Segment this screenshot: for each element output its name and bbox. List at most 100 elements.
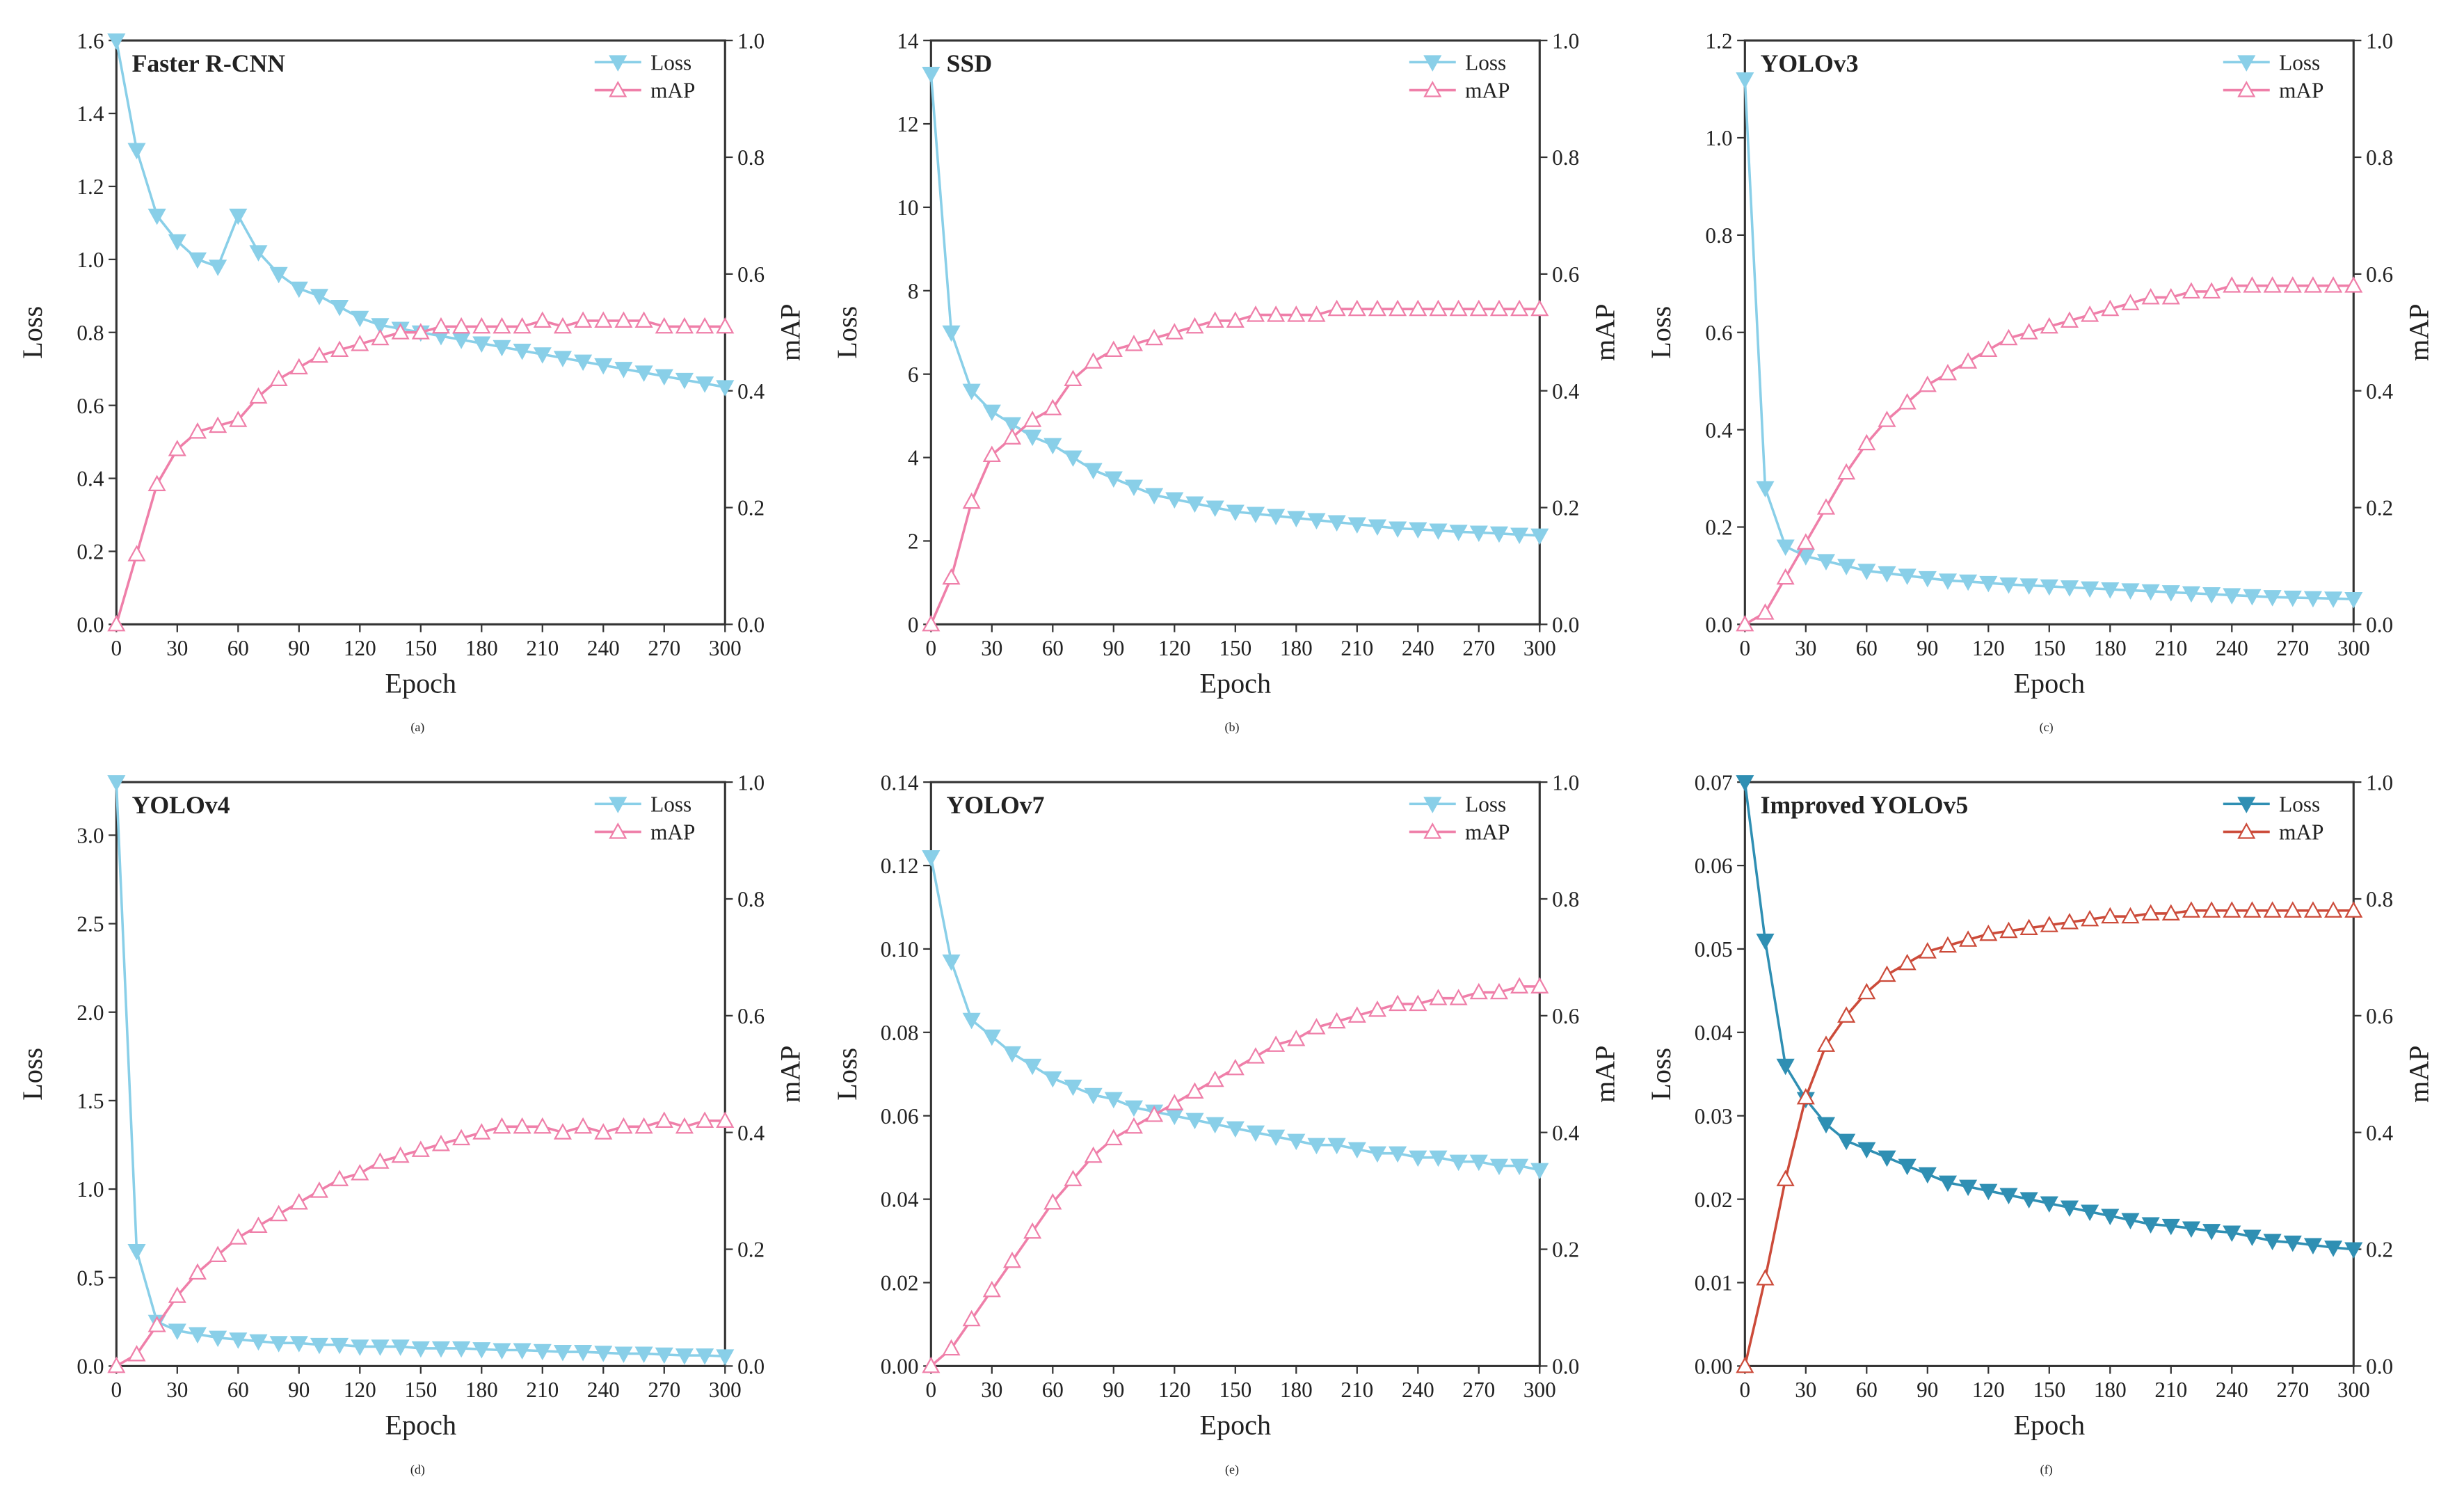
svg-text:210: 210 (2155, 1378, 2188, 1402)
svg-text:1.2: 1.2 (1706, 29, 1733, 53)
svg-text:0.00: 0.00 (880, 1355, 918, 1379)
svg-text:Epoch: Epoch (385, 668, 456, 699)
svg-text:0.06: 0.06 (1695, 854, 1733, 878)
svg-text:0: 0 (1740, 636, 1751, 660)
svg-text:mAP: mAP (2403, 303, 2435, 361)
svg-text:0.6: 0.6 (1706, 321, 1733, 345)
svg-text:0.6: 0.6 (737, 262, 765, 287)
svg-text:0.4: 0.4 (2366, 1121, 2393, 1145)
svg-text:120: 120 (1158, 636, 1191, 660)
svg-text:Loss: Loss (2279, 792, 2320, 817)
chart-f: 03060901201501802102402703000.000.010.02… (1642, 756, 2450, 1458)
svg-text:300: 300 (709, 1378, 742, 1402)
sublabel-c: (c) (2040, 720, 2054, 735)
svg-text:150: 150 (1219, 1378, 1251, 1402)
chart-panel-d: 03060901201501802102402703000.00.51.01.5… (14, 756, 822, 1476)
svg-text:0.12: 0.12 (880, 854, 918, 878)
svg-text:270: 270 (2277, 1378, 2310, 1402)
svg-text:120: 120 (1972, 1378, 2005, 1402)
chart-panel-b: 0306090120150180210240270300024681012140… (829, 14, 1636, 735)
svg-text:0.0: 0.0 (1552, 1355, 1579, 1379)
svg-text:90: 90 (1103, 636, 1124, 660)
svg-text:0.2: 0.2 (737, 496, 765, 520)
svg-text:90: 90 (1103, 1378, 1124, 1402)
svg-text:0.2: 0.2 (2366, 1238, 2393, 1262)
svg-text:90: 90 (1917, 636, 1939, 660)
svg-text:0.06: 0.06 (880, 1104, 918, 1129)
chart-c: 03060901201501802102402703000.00.20.40.6… (1642, 14, 2450, 716)
chart-panel-c: 03060901201501802102402703000.00.20.40.6… (1642, 14, 2450, 735)
svg-text:0.6: 0.6 (737, 1004, 765, 1028)
svg-text:0.10: 0.10 (880, 937, 918, 962)
svg-text:Epoch: Epoch (2014, 668, 2086, 699)
svg-text:0.4: 0.4 (1706, 418, 1733, 442)
chart-b: 0306090120150180210240270300024681012140… (829, 14, 1636, 716)
svg-text:Loss: Loss (17, 1048, 48, 1101)
svg-text:120: 120 (344, 1378, 376, 1402)
svg-text:30: 30 (981, 1378, 1002, 1402)
svg-text:0: 0 (111, 636, 122, 660)
svg-text:180: 180 (2094, 636, 2127, 660)
svg-text:240: 240 (1402, 636, 1434, 660)
svg-text:60: 60 (227, 1378, 249, 1402)
svg-text:0.6: 0.6 (2366, 1004, 2393, 1028)
svg-text:270: 270 (1462, 1378, 1495, 1402)
svg-text:300: 300 (2337, 636, 2370, 660)
svg-text:240: 240 (587, 1378, 620, 1402)
svg-text:1.4: 1.4 (77, 102, 104, 126)
svg-text:0.0: 0.0 (2366, 1355, 2393, 1379)
svg-text:0.4: 0.4 (1552, 1121, 1579, 1145)
svg-text:210: 210 (1341, 1378, 1373, 1402)
svg-text:1.0: 1.0 (2366, 771, 2393, 795)
svg-text:0.08: 0.08 (880, 1021, 918, 1045)
svg-text:180: 180 (2094, 1378, 2127, 1402)
svg-text:Loss: Loss (1646, 1048, 1677, 1101)
svg-text:14: 14 (897, 29, 919, 53)
svg-text:0.2: 0.2 (2366, 496, 2393, 520)
svg-text:240: 240 (2216, 636, 2248, 660)
svg-text:90: 90 (288, 636, 310, 660)
svg-text:mAP: mAP (774, 303, 806, 361)
svg-text:0.4: 0.4 (77, 467, 104, 491)
svg-text:1.0: 1.0 (737, 29, 765, 53)
sublabel-d: (d) (410, 1462, 425, 1477)
svg-text:210: 210 (2155, 636, 2188, 660)
svg-text:0.4: 0.4 (737, 379, 765, 404)
svg-text:1.0: 1.0 (1552, 29, 1579, 53)
svg-text:0.8: 0.8 (77, 321, 104, 345)
svg-text:Epoch: Epoch (2014, 1410, 2086, 1441)
svg-text:270: 270 (1462, 636, 1495, 660)
svg-text:0.14: 0.14 (880, 771, 918, 795)
svg-text:10: 10 (897, 196, 918, 220)
svg-text:1.5: 1.5 (77, 1089, 104, 1113)
svg-text:0: 0 (907, 613, 918, 637)
sublabel-e: (e) (1225, 1462, 1239, 1477)
svg-text:0.4: 0.4 (1552, 379, 1579, 404)
svg-text:0: 0 (925, 636, 936, 660)
svg-text:0.2: 0.2 (1552, 1238, 1579, 1262)
svg-text:12: 12 (897, 112, 918, 136)
chart-a: 03060901201501802102402703000.00.20.40.6… (14, 14, 822, 716)
svg-text:240: 240 (1402, 1378, 1434, 1402)
svg-text:210: 210 (1341, 636, 1373, 660)
svg-text:30: 30 (166, 1378, 188, 1402)
svg-text:6: 6 (907, 362, 918, 387)
svg-text:0.04: 0.04 (880, 1188, 918, 1212)
svg-text:60: 60 (1041, 1378, 1063, 1402)
svg-text:300: 300 (1523, 1378, 1556, 1402)
svg-text:2.5: 2.5 (77, 912, 104, 936)
svg-text:0.2: 0.2 (77, 540, 104, 564)
chart-d: 03060901201501802102402703000.00.51.01.5… (14, 756, 822, 1458)
svg-text:0.4: 0.4 (2366, 379, 2393, 404)
svg-text:60: 60 (227, 636, 249, 660)
chart-panel-f: 03060901201501802102402703000.000.010.02… (1642, 756, 2450, 1476)
svg-text:Improved YOLOv5: Improved YOLOv5 (1761, 791, 1969, 819)
svg-text:Epoch: Epoch (1199, 668, 1271, 699)
svg-text:YOLOv4: YOLOv4 (132, 791, 230, 819)
svg-text:0.5: 0.5 (77, 1266, 104, 1291)
svg-text:mAP: mAP (1589, 1046, 1620, 1103)
svg-text:0.0: 0.0 (1552, 613, 1579, 637)
chart-panel-e: 03060901201501802102402703000.000.020.04… (829, 756, 1636, 1476)
svg-text:0.0: 0.0 (737, 613, 765, 637)
svg-text:0.2: 0.2 (737, 1238, 765, 1262)
